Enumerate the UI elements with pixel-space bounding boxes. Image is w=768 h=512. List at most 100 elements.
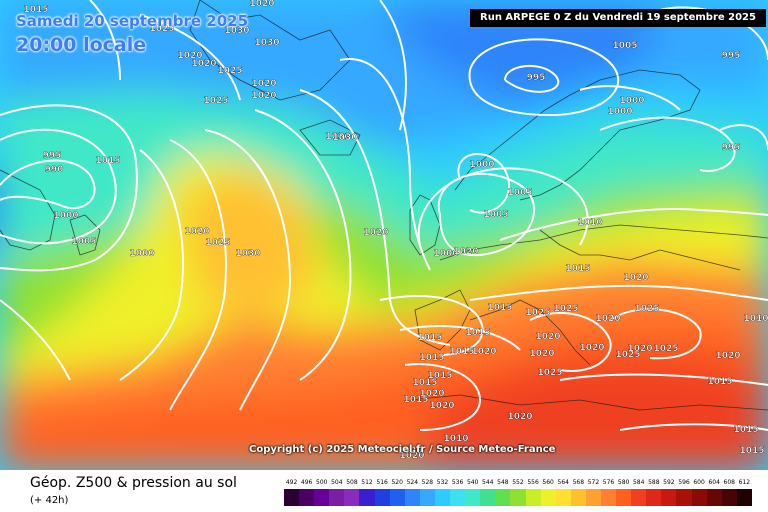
legend-label: 524: [406, 479, 419, 486]
isobar-label: 1020: [251, 91, 276, 101]
isobar-label: 1015: [487, 303, 512, 313]
isobar-label: 1020: [627, 344, 652, 354]
isobar-label: 1025: [634, 304, 659, 314]
legend-swatch: [736, 489, 752, 506]
copyright: Copyright (c) 2025 Meteociel.fr / Source…: [249, 444, 556, 455]
isobar-label: 1010: [577, 218, 602, 228]
isobar-label: 1020: [251, 79, 276, 89]
legend-swatch: [374, 489, 390, 506]
isobar-label: 1015: [23, 5, 48, 15]
legend-swatch: [540, 489, 556, 506]
legend-swatch: [646, 489, 662, 506]
legend-label: 584: [632, 479, 645, 486]
legend-label: 532: [436, 479, 449, 486]
run-info: Run ARPEGE 0 Z du Vendredi 19 septembre …: [470, 9, 766, 27]
legend-swatch: [631, 489, 647, 506]
isobar-label: 1015: [412, 378, 437, 388]
isobar-label: 1020: [177, 51, 202, 61]
isobar-label: 1025: [397, 446, 422, 456]
legend-label: 612: [738, 479, 751, 486]
isobar-label: 1015: [403, 395, 428, 405]
isobar-label: 1015: [427, 371, 452, 381]
legend-label: 504: [331, 479, 343, 486]
legend-label: 600: [693, 479, 705, 486]
geopotential-shading: [0, 0, 768, 470]
isobar-label: 1025: [553, 304, 578, 314]
isobars: [0, 0, 768, 431]
isobar-label: 1030: [224, 26, 249, 36]
legend-label: 516: [376, 479, 388, 486]
forecast-time: 20:00 locale: [16, 34, 147, 56]
isobar-label: 1010: [443, 434, 468, 444]
isobar-label: 1020: [715, 351, 740, 361]
isobar-label: 1000: [607, 107, 632, 117]
legend-swatch: [721, 489, 737, 506]
isobar-label: 1015: [707, 377, 732, 387]
isobar-label: 1020: [429, 401, 454, 411]
isobar-label: 1000: [433, 249, 458, 259]
isobar-label: 1020: [529, 349, 554, 359]
isobar-label: 1030: [235, 249, 260, 259]
legend-swatch: [344, 489, 360, 506]
isobar-label: 1020: [184, 227, 209, 237]
isobar-label: 1025: [615, 350, 640, 360]
legend-swatch: [555, 489, 571, 506]
isobar-label: 995: [43, 151, 62, 161]
isobar-label: 1030: [254, 38, 279, 48]
legend-swatch: [525, 489, 541, 506]
legend-label: 500: [316, 479, 328, 486]
legend-label: 536: [451, 479, 464, 486]
isobar-label: 1020: [453, 247, 478, 257]
legend-swatch: [600, 489, 617, 506]
legend-swatch: [706, 489, 722, 506]
isobar-label: 1025: [217, 66, 242, 76]
legend-swatch: [314, 489, 330, 506]
isobar-label: 1015: [449, 347, 474, 357]
legend-label: 580: [617, 479, 630, 486]
isobar-label: 1015: [733, 425, 758, 435]
legend-swatch: [299, 489, 315, 506]
isobar-label: 1020: [249, 0, 274, 9]
legend-swatch: [616, 489, 632, 506]
legend-swatch: [570, 489, 586, 506]
legend-label: 596: [678, 479, 690, 486]
isobar-label: 1015: [565, 264, 590, 274]
legend-swatch: [691, 489, 707, 506]
isobar-label: 1030: [332, 133, 357, 143]
legend-labels: 492 496 500 504 508 512 516 520 524 528 532 536 540 5…: [284, 478, 752, 488]
legend-label: 540: [466, 479, 479, 486]
isobar-label: 1020: [399, 451, 424, 461]
isobar-label: 1020: [535, 332, 560, 342]
isobar-label: 990: [45, 165, 64, 175]
isobar-label: 995: [527, 73, 546, 83]
legend-swatch: [389, 489, 405, 506]
isobar-label: 1005: [507, 188, 532, 198]
legend-label: 544: [482, 479, 494, 486]
isobar-label: 1025: [203, 96, 228, 106]
isobar-label: 1015: [417, 333, 442, 343]
legend-label: 552: [512, 479, 524, 486]
isobar-label: 1015: [739, 446, 764, 456]
legend-swatch: [450, 489, 466, 506]
legend-swatch: [495, 489, 511, 506]
legend-label: 592: [663, 479, 675, 486]
legend-label: 576: [602, 479, 615, 486]
chart-title: Géop. Z500 & pression au sol: [30, 475, 237, 491]
isobar-label: 1025: [205, 238, 230, 248]
legend-label: 588: [648, 479, 660, 486]
isobar-label: 1010: [743, 314, 768, 324]
legend-label: 528: [421, 479, 434, 486]
legend-swatch: [404, 489, 420, 506]
isobar-label: 1015: [465, 328, 490, 338]
legend-swatch: [676, 489, 692, 506]
legend-label: 604: [708, 479, 720, 486]
legend-label: 556: [527, 479, 539, 486]
isobar-label: 1005: [612, 41, 637, 51]
isobar-label: 1025: [653, 344, 678, 354]
legend-swatch: [419, 489, 435, 506]
isobar-label: 1020: [363, 228, 388, 238]
legend-swatch: [661, 489, 677, 506]
isobar-label: 1025: [149, 24, 174, 34]
isobar-label: 1000: [53, 211, 78, 221]
